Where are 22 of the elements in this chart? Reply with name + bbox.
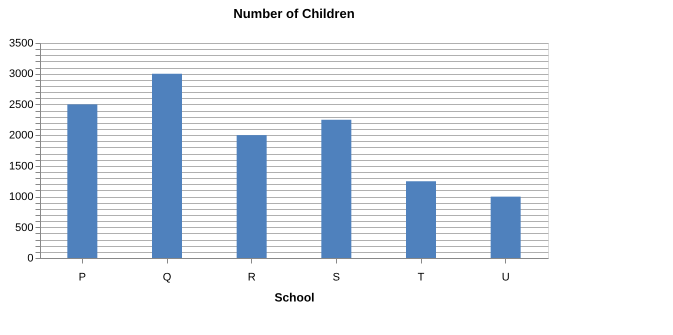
bar [321, 120, 352, 258]
x-tick-label: S [332, 272, 340, 284]
bar [67, 104, 98, 258]
x-axis-title: School [274, 290, 315, 304]
bar [152, 74, 182, 258]
x-tick-label: Q [162, 272, 172, 284]
y-tick-label: 1500 [9, 160, 34, 172]
x-tick-label: R [248, 272, 256, 284]
bar [406, 181, 436, 258]
y-tick-label: 3000 [9, 68, 34, 80]
y-tick-label: 3500 [9, 38, 34, 50]
x-tick-label: U [502, 272, 510, 284]
y-tick-label: 2500 [9, 98, 34, 111]
y-tick-label: 500 [15, 222, 34, 234]
x-tick-label: T [418, 272, 425, 284]
bar [236, 135, 267, 258]
chart-title: Number of Children [233, 6, 355, 21]
y-tick-label: 1000 [9, 191, 34, 204]
y-tick-label: 0 [27, 252, 34, 264]
x-tick-label: P [78, 272, 86, 284]
bar [490, 196, 521, 258]
y-tick-label: 2000 [9, 130, 34, 142]
